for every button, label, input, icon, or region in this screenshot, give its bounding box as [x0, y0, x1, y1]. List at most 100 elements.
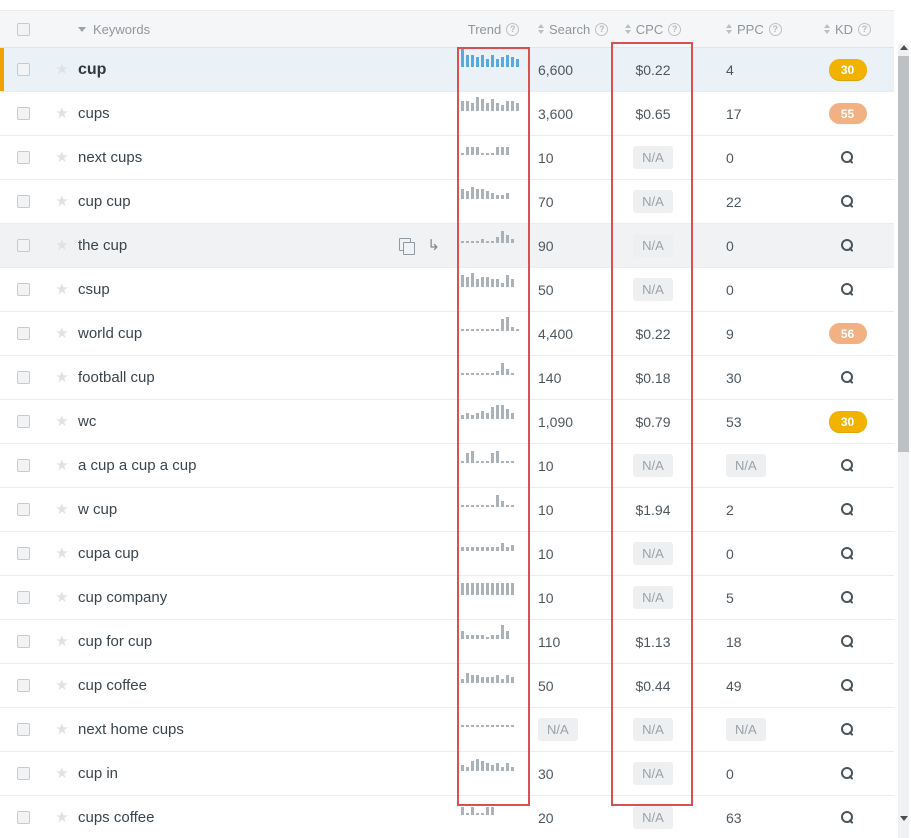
keyword-text[interactable]: football cup: [78, 369, 155, 386]
table-row[interactable]: ★ cup company ↳ 10 N/A 5: [0, 576, 894, 620]
trend-column-header[interactable]: Trend: [467, 21, 502, 37]
row-checkbox[interactable]: [16, 459, 30, 472]
keyword-text[interactable]: cup in: [78, 765, 119, 782]
row-checkbox[interactable]: [16, 239, 30, 252]
ppc-help-icon[interactable]: ?: [768, 22, 782, 36]
search-column-header[interactable]: Search: [549, 21, 591, 37]
kd-column-header[interactable]: KD: [834, 21, 854, 37]
favorite-star-icon[interactable]: ★: [55, 325, 69, 342]
cpc-column-header[interactable]: CPC: [635, 21, 664, 37]
favorite-star-icon[interactable]: ★: [55, 281, 69, 298]
favorite-star-icon[interactable]: ★: [55, 193, 69, 210]
table-row[interactable]: ★ the cup ↳ 90 N/A 0: [0, 224, 894, 268]
favorite-star-icon[interactable]: ★: [55, 765, 69, 782]
favorite-star-icon[interactable]: ★: [55, 677, 69, 694]
row-checkbox[interactable]: [16, 63, 30, 76]
table-row[interactable]: ★ next cups ↳ 10 N/A 0: [0, 136, 894, 180]
table-row[interactable]: ★ csup ↳ 50 N/A 0: [0, 268, 894, 312]
keywords-column-header[interactable]: Keywords: [93, 21, 151, 37]
keyword-text[interactable]: cup for cup: [78, 633, 153, 650]
row-checkbox[interactable]: [16, 547, 30, 560]
favorite-star-icon[interactable]: ★: [55, 105, 69, 122]
row-checkbox[interactable]: [16, 503, 30, 516]
table-row[interactable]: ★ cup cup ↳ 70 N/A 22: [0, 180, 894, 224]
kd-lookup-magnifier-icon[interactable]: [841, 151, 854, 164]
favorite-star-icon[interactable]: ★: [55, 721, 69, 738]
row-checkbox[interactable]: [16, 371, 30, 384]
favorite-star-icon[interactable]: ★: [55, 369, 69, 386]
table-row[interactable]: ★ wc ↳ 1,090 $0.79 53 30: [0, 400, 894, 444]
keyword-text[interactable]: cup cup: [78, 193, 131, 210]
keyword-text[interactable]: world cup: [78, 325, 143, 342]
keyword-text[interactable]: csup: [78, 281, 110, 298]
keywords-sort-desc-icon[interactable]: [78, 26, 86, 32]
keyword-text[interactable]: wc: [78, 413, 97, 430]
table-row[interactable]: ★ a cup a cup a cup ↳ 10 N/A N/A: [0, 444, 894, 488]
scroll-up-arrow-icon[interactable]: [900, 45, 908, 50]
table-row[interactable]: ★ cupa cup ↳ 10 N/A 0: [0, 532, 894, 576]
row-checkbox[interactable]: [16, 415, 30, 428]
table-row[interactable]: ★ cup in ↳ 30 N/A 0: [0, 752, 894, 796]
row-checkbox[interactable]: [16, 283, 30, 296]
cpc-sort-icon[interactable]: [624, 24, 631, 34]
table-row[interactable]: ★ cups ↳ 3,600 $0.65 17 55: [0, 92, 894, 136]
favorite-star-icon[interactable]: ★: [55, 501, 69, 518]
kd-lookup-magnifier-icon[interactable]: [841, 723, 854, 736]
keyword-text[interactable]: next home cups: [78, 721, 184, 738]
kd-lookup-magnifier-icon[interactable]: [841, 811, 854, 824]
favorite-star-icon[interactable]: ★: [55, 633, 69, 650]
keyword-text[interactable]: a cup a cup a cup: [78, 457, 197, 474]
favorite-star-icon[interactable]: ★: [55, 61, 69, 78]
kd-sort-icon[interactable]: [823, 24, 830, 34]
row-checkbox[interactable]: [16, 723, 30, 736]
kd-lookup-magnifier-icon[interactable]: [841, 195, 854, 208]
row-checkbox[interactable]: [16, 107, 30, 120]
kd-lookup-magnifier-icon[interactable]: [841, 547, 854, 560]
row-checkbox[interactable]: [16, 591, 30, 604]
keyword-text[interactable]: cups: [78, 105, 110, 122]
table-row[interactable]: ★ football cup ↳ 140 $0.18 30: [0, 356, 894, 400]
favorite-star-icon[interactable]: ★: [55, 457, 69, 474]
kd-lookup-magnifier-icon[interactable]: [841, 635, 854, 648]
favorite-star-icon[interactable]: ★: [55, 237, 69, 254]
favorite-star-icon[interactable]: ★: [55, 413, 69, 430]
keyword-text[interactable]: cup: [78, 60, 107, 78]
copy-icon[interactable]: [399, 238, 416, 255]
row-checkbox[interactable]: [16, 327, 30, 340]
scroll-down-arrow-icon[interactable]: [900, 816, 908, 821]
favorite-star-icon[interactable]: ★: [55, 545, 69, 562]
kd-lookup-magnifier-icon[interactable]: [841, 767, 854, 780]
favorite-star-icon[interactable]: ★: [55, 149, 69, 166]
row-checkbox[interactable]: [16, 679, 30, 692]
kd-lookup-magnifier-icon[interactable]: [841, 591, 854, 604]
table-row[interactable]: ★ cups coffee ↳ 20 N/A 63: [0, 796, 894, 838]
row-checkbox[interactable]: [16, 195, 30, 208]
row-checkbox[interactable]: [16, 151, 30, 164]
ppc-column-header[interactable]: PPC: [737, 21, 764, 37]
scrollbar-thumb[interactable]: [898, 56, 909, 452]
table-row[interactable]: ★ cup coffee ↳ 50 $0.44 49: [0, 664, 894, 708]
favorite-star-icon[interactable]: ★: [55, 809, 69, 826]
table-row[interactable]: ★ cup for cup ↳ 110 $1.13 18: [0, 620, 894, 664]
keyword-text[interactable]: cups coffee: [78, 809, 155, 826]
row-checkbox[interactable]: [16, 767, 30, 780]
keyword-text[interactable]: next cups: [78, 149, 143, 166]
keyword-text[interactable]: cup coffee: [78, 677, 147, 694]
row-checkbox[interactable]: [16, 811, 30, 824]
table-row[interactable]: ★ w cup ↳ 10 $1.94 2: [0, 488, 894, 532]
row-checkbox[interactable]: [16, 635, 30, 648]
search-sort-icon[interactable]: [538, 24, 544, 34]
favorite-star-icon[interactable]: ★: [55, 589, 69, 606]
kd-lookup-magnifier-icon[interactable]: [841, 459, 854, 472]
ppc-sort-icon[interactable]: [726, 24, 732, 34]
trend-help-icon[interactable]: ?: [506, 22, 520, 36]
table-row[interactable]: ★ world cup ↳ 4,400 $0.22 9 56: [0, 312, 894, 356]
kd-help-icon[interactable]: ?: [858, 22, 872, 36]
keyword-text[interactable]: the cup: [78, 237, 128, 254]
kd-lookup-magnifier-icon[interactable]: [841, 283, 854, 296]
keyword-text[interactable]: cup company: [78, 589, 168, 606]
kd-lookup-magnifier-icon[interactable]: [841, 371, 854, 384]
cpc-help-icon[interactable]: ?: [668, 22, 682, 36]
table-row[interactable]: ★ next home cups ↳ N/A N/A N/A: [0, 708, 894, 752]
kd-lookup-magnifier-icon[interactable]: [841, 679, 854, 692]
